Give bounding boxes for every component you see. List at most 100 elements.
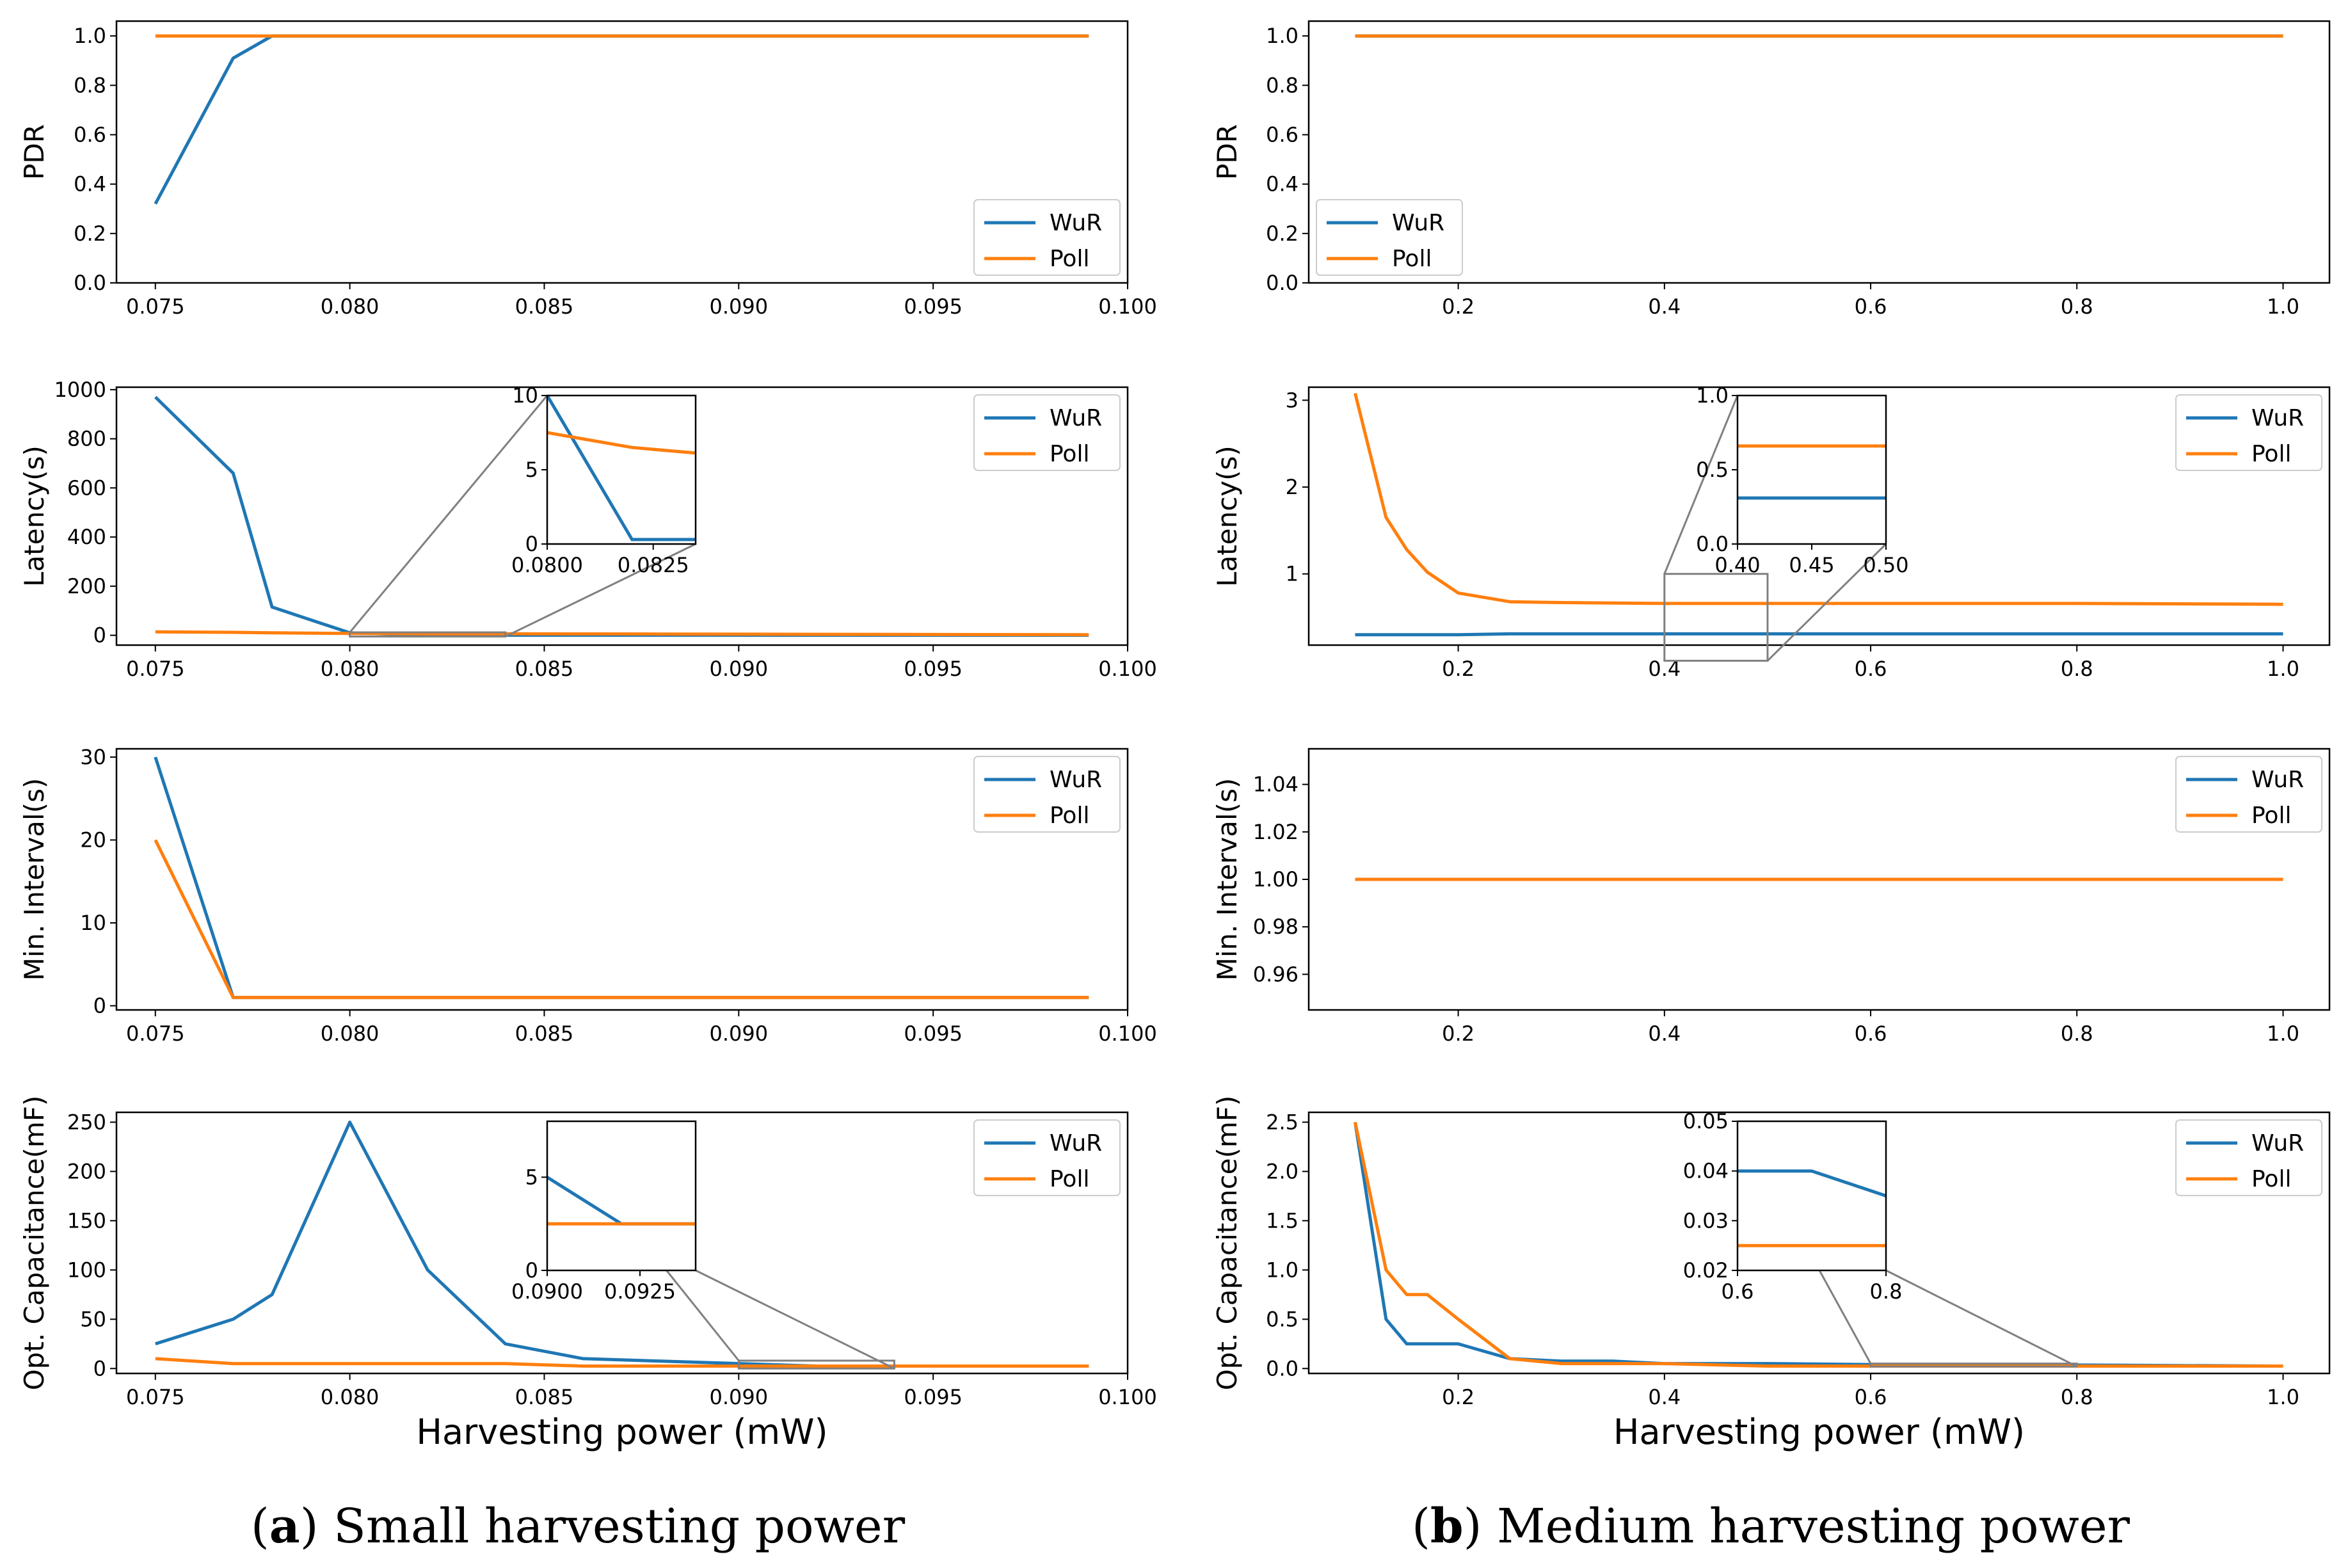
y-tick-label: 0.2: [74, 221, 106, 246]
x-tick-label: 0.100: [1098, 657, 1157, 681]
legend-label-wur: WuR: [2251, 1130, 2304, 1156]
axes-frame: [1307, 1111, 2331, 1375]
y-tick-label: 0.6: [1266, 122, 1298, 147]
y-tick-label: 1.5: [1266, 1208, 1298, 1233]
inset-series-line-poll: [547, 431, 696, 455]
axes-frame: [115, 386, 1129, 646]
panel-b-interval: 0.2 0.4 0.6 0.8 1.0 0.96 0.98 1.00 1.02 1.04 Min. …: [1211, 748, 2331, 1046]
x-tick-label: 0.6: [1855, 294, 1887, 319]
inset-x-tick-label: 0.8: [1870, 1279, 1903, 1304]
legend-label-poll: Poll: [1050, 441, 1089, 467]
legend-box: [973, 756, 1121, 833]
y-tick-label: 0: [93, 623, 106, 648]
series-line-wur: [154, 756, 1089, 1000]
inset-y-tick-label: 0: [525, 1258, 538, 1283]
x-tick-label: 0.075: [126, 1385, 185, 1409]
inset-y-tick-label: 10: [512, 383, 538, 408]
y-axis-label: Latency(s): [19, 445, 50, 587]
panel-b-pdr: 0.2 0.4 0.6 0.8 1.0 0.0 0.2 0.4 0.6 0.8 1.0 PDR WuR P…: [1211, 20, 2331, 319]
legend-box: [1316, 199, 1463, 276]
inset-background: [1738, 1121, 1886, 1270]
panel-a-pdr: 0.075 0.080 0.085 0.090 0.095 0.100 0.0 0.2 0.4 0…: [19, 20, 1157, 319]
x-tick-label: 0.2: [1442, 1021, 1474, 1046]
legend: WuR Poll: [973, 1119, 1121, 1196]
y-axis-label: Opt. Capacitance(mF): [1211, 1096, 1243, 1391]
zoom-connector: [349, 395, 548, 634]
caption-a-text: Small harvesting power: [333, 1499, 906, 1554]
legend-label-poll: Poll: [1050, 803, 1089, 829]
zoom-connector: [1663, 395, 1739, 575]
panel-a-interval: 0.075 0.080 0.085 0.090 0.095 0.100 0 10 20 30 Min…: [19, 745, 1157, 1046]
legend: WuR Poll: [2175, 1119, 2322, 1196]
legend-label-poll: Poll: [2251, 441, 2291, 467]
x-tick-label: 0.2: [1442, 657, 1474, 681]
x-tick-label: 1.0: [2267, 294, 2299, 319]
y-tick-label: 600: [67, 476, 106, 500]
y-tick-label: 1.0: [74, 24, 106, 48]
legend-label-poll: Poll: [1050, 1166, 1089, 1192]
inset-y-tick-label: 0.5: [1696, 458, 1729, 482]
x-tick-label: 0.080: [321, 657, 380, 681]
inset-series-line-wur: [547, 396, 696, 541]
y-tick-label: 2: [1286, 475, 1298, 499]
inset-x-tick-label: 0.40: [1714, 553, 1760, 577]
x-tick-label: 1.0: [2267, 657, 2299, 681]
panel-a-latency: 0.075 0.080 0.085 0.090 0.095 0.100 0 200 400 600…: [19, 378, 1157, 681]
legend-label-wur: WuR: [1050, 1130, 1102, 1156]
x-tick-label: 0.4: [1648, 1385, 1681, 1409]
panel-b-capacitance: 0.2 0.4 0.6 0.8 1.0 0.0 0.5 1.0 1.5 2.0 2.5 Opt. Ca…: [1211, 1096, 2331, 1452]
zoom-box: [1869, 1363, 2078, 1368]
inset-a-capacitance: 0.0900 0.0925 0 5: [511, 1120, 895, 1370]
plot-area: [154, 34, 1089, 205]
legend-label-wur: WuR: [1050, 405, 1102, 431]
inset-b-capacitance: 0.6 0.8 0.02 0.03 0.04 0.05: [1683, 1109, 2078, 1368]
x-tick-label: 0.6: [1855, 657, 1887, 681]
x-axis-label: Harvesting power (mW): [1613, 1412, 2025, 1452]
zoom-box: [1663, 573, 1769, 662]
y-tick-label: 0.0: [74, 271, 106, 295]
inset-y-tick-label: 1.0: [1696, 383, 1729, 408]
y-tick-label: 0.0: [1266, 1356, 1298, 1380]
legend-label-wur: WuR: [2251, 767, 2304, 793]
y-tick-label: 150: [67, 1208, 106, 1233]
x-tick-label: 0.080: [321, 294, 380, 319]
y-tick-label: 1: [1286, 562, 1298, 586]
inset-frame: [546, 1120, 697, 1272]
y-tick-label: 30: [80, 745, 106, 769]
axes-frame: [115, 20, 1129, 284]
legend-box: [973, 199, 1121, 276]
y-tick-label: 400: [67, 525, 106, 549]
y-tick-label: 0.8: [1266, 73, 1298, 97]
plot-area: [154, 396, 1089, 637]
legend-label-poll: Poll: [1050, 246, 1089, 272]
x-tick-label: 0.075: [126, 294, 185, 319]
inset-y-tick-label: 0.04: [1683, 1159, 1729, 1183]
series-line-poll: [154, 839, 1089, 1000]
x-tick-label: 1.0: [2267, 1385, 2299, 1409]
legend-box: [2175, 756, 2322, 833]
y-tick-label: 20: [80, 828, 106, 852]
legend: WuR Poll: [1316, 199, 1463, 276]
inset-y-tick-label: 0: [525, 532, 538, 556]
legend-label-poll: Poll: [1392, 246, 1432, 272]
x-tick-label: 0.095: [904, 657, 963, 681]
inset-plot-area: [547, 396, 696, 541]
inset-background: [547, 1121, 696, 1270]
y-tick-label: 1.0: [1266, 24, 1298, 48]
axes-frame: [1307, 20, 2331, 284]
y-tick-label: 0: [93, 994, 106, 1018]
y-tick-label: 1.00: [1253, 867, 1298, 892]
y-axis-label: PDR: [19, 124, 50, 180]
zoom-connector: [695, 1269, 895, 1370]
legend: WuR Poll: [973, 199, 1121, 276]
x-tick-label: 0.090: [710, 1385, 769, 1409]
x-tick-label: 0.8: [2061, 657, 2093, 681]
inset-y-tick-label: 0.02: [1683, 1258, 1729, 1283]
y-tick-label: 0.4: [1266, 172, 1298, 196]
legend-label-wur: WuR: [1050, 767, 1102, 793]
x-tick-label: 0.080: [321, 1385, 380, 1409]
x-tick-label: 0.2: [1442, 1385, 1474, 1409]
plot-area: [154, 756, 1089, 1000]
caption-a-letter: a: [269, 1499, 300, 1554]
inset-b-latency: 0.40 0.45 0.50 0.0 0.5 1.0: [1663, 383, 1909, 662]
